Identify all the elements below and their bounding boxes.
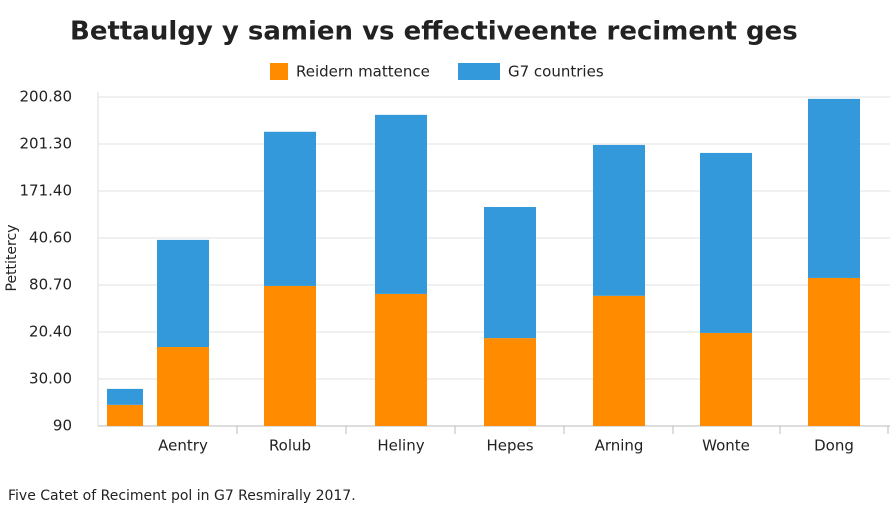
bar-segment bbox=[808, 277, 860, 426]
x-tick-label: Wonte bbox=[702, 437, 750, 455]
bar-segment bbox=[593, 144, 645, 296]
x-tick-label: Arning bbox=[595, 437, 644, 455]
bar-segment bbox=[700, 152, 752, 333]
bar-segment bbox=[107, 388, 143, 405]
bar-segment bbox=[375, 114, 427, 294]
y-tick-label: 30.00 bbox=[29, 370, 72, 388]
legend-swatch bbox=[270, 63, 288, 80]
bar-segment bbox=[157, 347, 209, 426]
bar-segment bbox=[484, 206, 536, 339]
y-tick-label: 40.60 bbox=[29, 229, 72, 247]
x-tick-label: Hepes bbox=[486, 437, 533, 455]
x-tick-label: Rolub bbox=[269, 437, 311, 455]
bar-segment bbox=[484, 338, 536, 426]
legend-label: G7 countries bbox=[508, 63, 604, 81]
y-tick-label: 20.40 bbox=[29, 323, 72, 341]
y-tick-label: 201.30 bbox=[20, 135, 73, 153]
caption: Five Catet of Reciment pol in G7 Resmira… bbox=[8, 488, 356, 504]
bar-segment bbox=[593, 295, 645, 426]
legend-swatch bbox=[458, 63, 500, 80]
y-tick-label: 171.40 bbox=[20, 182, 73, 200]
y-tick-label: 200.80 bbox=[20, 88, 73, 106]
bar-segment bbox=[375, 293, 427, 426]
y-tick-label: 90 bbox=[53, 417, 72, 435]
bar-segment bbox=[808, 98, 860, 278]
legend-label: Reidern mattence bbox=[296, 63, 430, 81]
y-axis-label: Pettitercy bbox=[4, 225, 20, 292]
y-tick-label: 80.70 bbox=[29, 276, 72, 294]
bar-segment bbox=[157, 239, 209, 348]
x-tick-label: Heliny bbox=[377, 437, 424, 455]
bar-segment bbox=[264, 285, 316, 426]
x-tick-label: Dong bbox=[814, 437, 854, 455]
bar-segment bbox=[700, 332, 752, 426]
chart-title: Bettaulgy y samien vs effectiveente reci… bbox=[70, 17, 798, 47]
bar-segment bbox=[264, 131, 316, 286]
bar-segment bbox=[107, 404, 143, 426]
x-tick-label: Aentry bbox=[158, 437, 208, 455]
